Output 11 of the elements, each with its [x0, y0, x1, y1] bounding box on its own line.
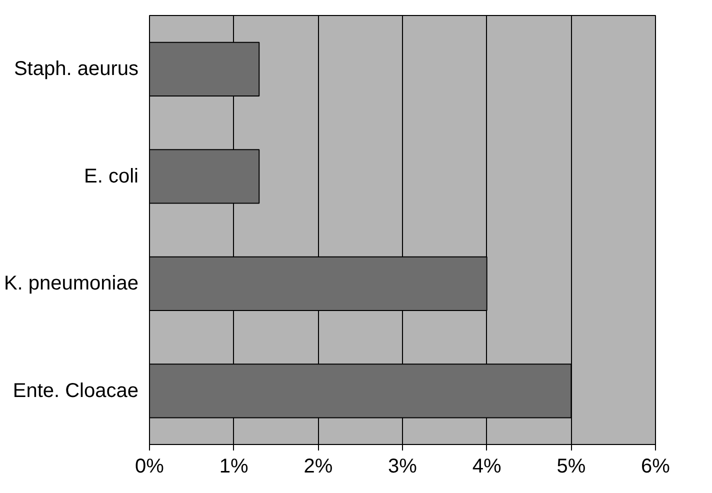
x-tick-label: 6%	[641, 456, 670, 478]
y-tick-label: Staph. aeurus	[14, 58, 138, 80]
x-tick-label: 5%	[556, 456, 586, 478]
x-tick-label: 0%	[135, 456, 164, 478]
y-tick-label: K. pneumoniae	[4, 272, 139, 295]
x-tick-label: 3%	[388, 456, 418, 478]
y-tick-label: E. coli	[84, 165, 139, 188]
x-tick-label: 4%	[472, 456, 502, 478]
x-tick-label: 1%	[219, 456, 249, 478]
y-tick-label: Ente. Cloacae	[12, 380, 139, 402]
x-tick-label: 2%	[304, 456, 333, 478]
